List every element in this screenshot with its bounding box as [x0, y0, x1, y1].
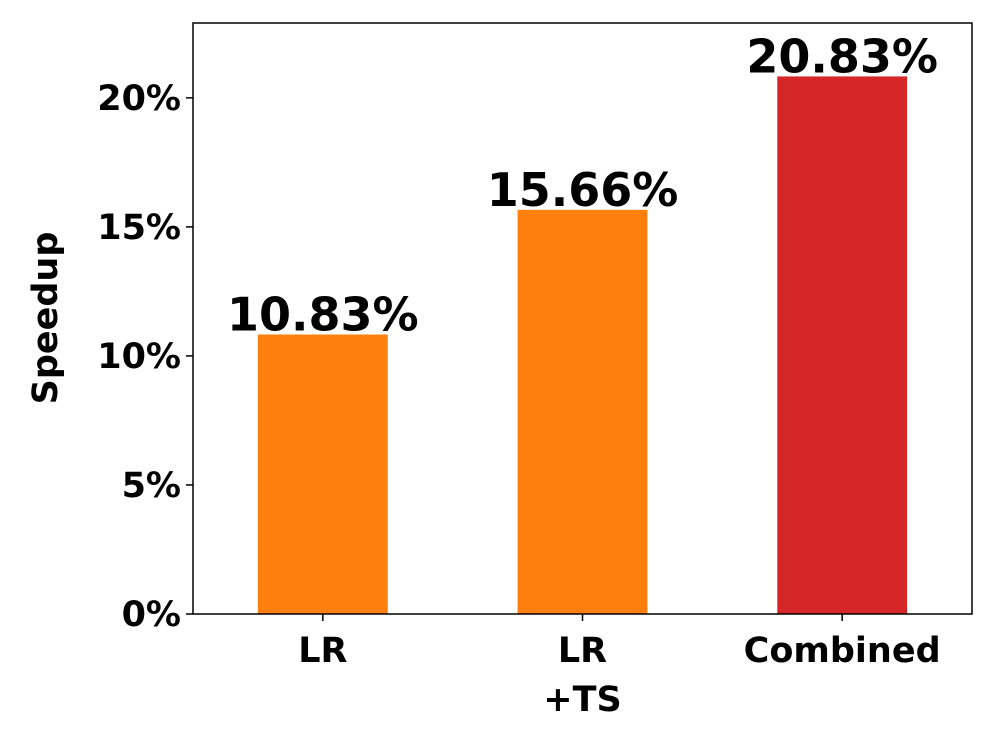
y-tick-label-0: 0% — [122, 595, 181, 635]
bars-group — [257, 76, 908, 615]
bar-lr — [257, 334, 388, 614]
y-tick-label-15: 15% — [97, 208, 181, 248]
x-tick-label-lr: LR — [298, 631, 347, 671]
x-axis: LR LR +TS Combined — [298, 614, 941, 720]
y-tick-label-10: 10% — [97, 337, 181, 377]
data-label-combined: 20.83% — [746, 29, 938, 83]
y-axis: 0% 5% 10% 15% 20% — [97, 79, 193, 635]
bar-lr-ts — [517, 209, 648, 614]
bar-combined — [777, 76, 908, 615]
y-tick-label-5: 5% — [122, 466, 181, 506]
data-labels-group: 10.83% 15.66% 20.83% — [227, 29, 938, 341]
data-label-lr-ts: 15.66% — [487, 163, 679, 217]
y-axis-label: Speedup — [26, 232, 66, 405]
x-tick-label-lr-ts: LR +TS — [543, 631, 621, 720]
x-tick-label-combined: Combined — [744, 631, 941, 671]
data-label-lr: 10.83% — [227, 288, 419, 342]
y-tick-label-20: 20% — [97, 79, 181, 119]
